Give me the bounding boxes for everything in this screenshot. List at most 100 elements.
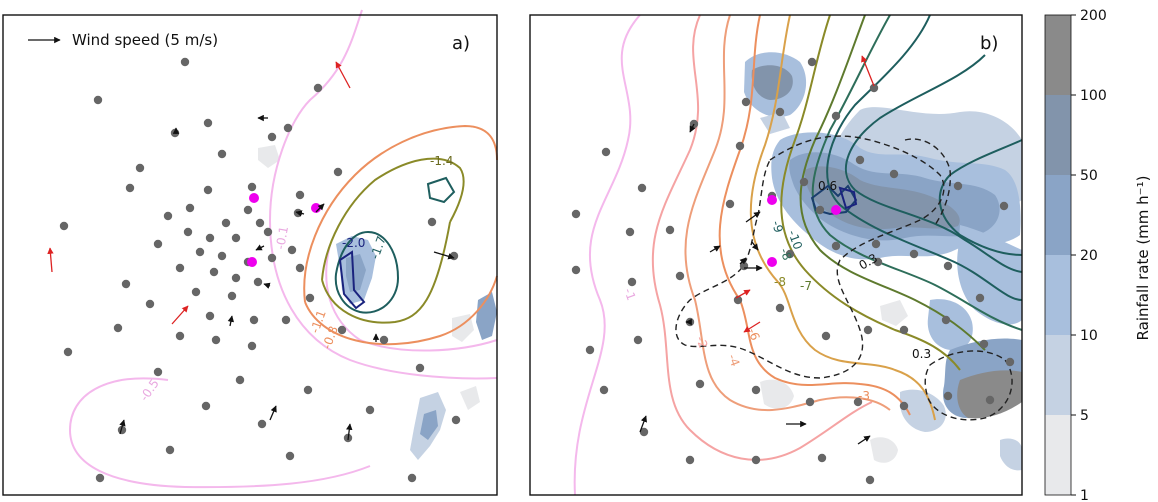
- station-marker: [203, 185, 213, 195]
- wind-arrow: [689, 123, 696, 133]
- station-marker: [283, 123, 293, 133]
- station-marker: [1005, 357, 1015, 367]
- station-marker: [685, 455, 695, 465]
- wind-arrow: [47, 247, 54, 273]
- station-marker: [287, 245, 297, 255]
- station-marker: [889, 169, 899, 179]
- station-marker: [303, 385, 313, 395]
- wind-arrow: [745, 211, 761, 223]
- panel-a-rain: [258, 145, 497, 460]
- colorbar-bin: [1045, 175, 1071, 255]
- station-marker: [183, 227, 193, 237]
- station-marker: [815, 205, 825, 215]
- station-marker: [203, 118, 213, 128]
- station-marker: [249, 315, 259, 325]
- station-marker: [869, 83, 879, 93]
- panel-a-stations: [59, 57, 461, 483]
- station-marker: [263, 227, 273, 237]
- colorbar-bin: [1045, 415, 1071, 495]
- station-marker: [943, 261, 953, 271]
- station-marker: [627, 277, 637, 287]
- contour-label-a-1: -1.4: [430, 154, 453, 168]
- station-marker: [941, 315, 951, 325]
- contour-label-b-5: -7: [800, 279, 812, 293]
- station-marker: [415, 363, 425, 373]
- colorbar-ticks: 200 100 50 20 10 5 1: [1071, 8, 1107, 502]
- station-marker: [333, 167, 343, 177]
- station-marker: [227, 291, 237, 301]
- contour-label-b-3: -10: [785, 228, 805, 251]
- station-marker: [953, 181, 963, 191]
- colorbar-bin: [1045, 255, 1071, 335]
- station-marker: [999, 201, 1009, 211]
- station-marker: [637, 183, 647, 193]
- wind-arrow: [743, 321, 761, 333]
- station-marker: [295, 263, 305, 273]
- station-marker: [217, 149, 227, 159]
- colorbar-bins: [1045, 15, 1071, 495]
- wind-arrow: [255, 244, 265, 251]
- station-marker: [313, 83, 323, 93]
- station-marker: [247, 182, 257, 192]
- station-marker: [121, 279, 131, 289]
- station-marker: [831, 241, 841, 251]
- station-marker: [733, 295, 743, 305]
- station-marker: [909, 249, 919, 259]
- station-marker: [221, 218, 231, 228]
- colorbar-bin: [1045, 335, 1071, 415]
- station-marker: [145, 299, 155, 309]
- station-marker: [185, 203, 195, 213]
- station-marker: [63, 347, 73, 357]
- wind-arrow: [735, 289, 751, 299]
- station-marker: [799, 177, 809, 187]
- station-marker: [243, 205, 253, 215]
- wind-arrow: [433, 251, 455, 260]
- station-marker: [585, 345, 595, 355]
- contour-label-b-2: -9: [769, 219, 786, 234]
- station-marker: [93, 95, 103, 105]
- panel-b-rain: [744, 52, 1022, 471]
- panel-a-contour-labels: -1.4 -2.0 -1.7 -0.1 -1.1 -0.8 -0.5: [137, 154, 453, 404]
- wind-arrow: [335, 61, 351, 89]
- colorbar: 200 100 50 20 10 5 1 Rainfall rate (mm h⁻¹): [1044, 8, 1152, 502]
- wind-arrow: [751, 241, 759, 251]
- station-marker: [449, 251, 459, 261]
- station-marker: [985, 395, 995, 405]
- colorbar-label: Rainfall rate (mm h⁻¹): [1134, 176, 1152, 341]
- colorbar-bin: [1045, 15, 1071, 95]
- wind-arrow: [857, 435, 871, 445]
- station-marker: [571, 265, 581, 275]
- colorbar-bin: [1045, 95, 1071, 175]
- station-marker: [211, 335, 221, 345]
- wind-arrow: [119, 419, 126, 435]
- station-marker: [281, 315, 291, 325]
- station-marker: [267, 253, 277, 263]
- panel-b-frame: [529, 14, 1023, 496]
- station-marker: [785, 249, 795, 259]
- station-marker: [675, 271, 685, 281]
- panel-a-contours: [68, 9, 498, 489]
- station-marker: [741, 97, 751, 107]
- station-marker: [943, 391, 953, 401]
- station-marker: [775, 303, 785, 313]
- station-marker: [863, 325, 873, 335]
- station-marker: [231, 233, 241, 243]
- contour-label-b-11: -3: [858, 389, 870, 403]
- colorbar-tick-label: 5: [1080, 408, 1089, 424]
- contour-label-b-6: -8: [774, 275, 786, 289]
- station-marker: [175, 331, 185, 341]
- panel-a-frame: [2, 14, 498, 496]
- station-marker: [451, 415, 461, 425]
- station-marker: [571, 209, 581, 219]
- station-marker: [873, 257, 883, 267]
- wind-arrow: [269, 405, 277, 421]
- station-marker: [175, 263, 185, 273]
- station-marker: [125, 183, 135, 193]
- station-marker: [209, 267, 219, 277]
- station-marker: [135, 163, 145, 173]
- contour-label-a-3: -1.7: [368, 234, 389, 261]
- station-marker: [625, 227, 635, 237]
- station-marker: [195, 247, 205, 257]
- station-marker: [855, 155, 865, 165]
- contour-label-b-1: 0.6: [818, 179, 837, 193]
